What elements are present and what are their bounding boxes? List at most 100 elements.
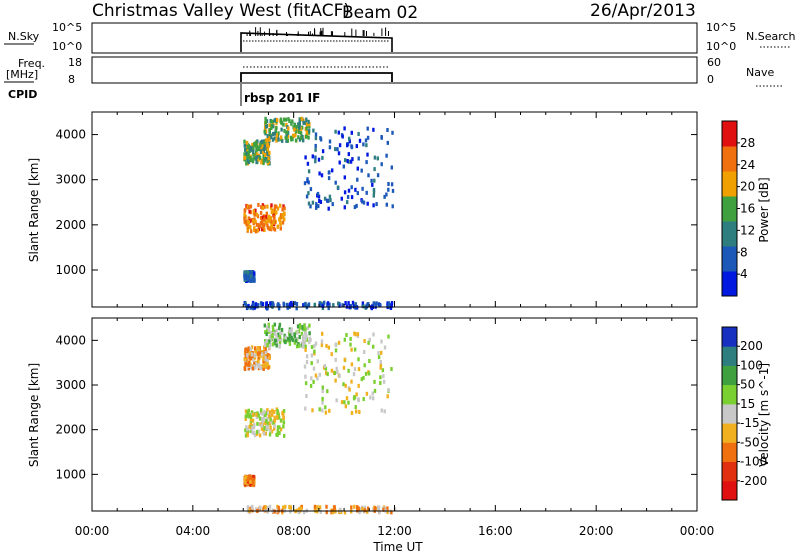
power-cell (367, 302, 370, 306)
power-cell (294, 138, 298, 143)
power-cell (285, 132, 288, 137)
power-cell (280, 120, 283, 125)
power-cell (289, 135, 293, 140)
power-cell (302, 138, 305, 143)
velocity-cell (369, 395, 372, 400)
velocity-cell (277, 505, 280, 510)
velocity-cell (258, 416, 262, 421)
velocity-cell (372, 332, 375, 337)
velocity-cell (269, 428, 272, 433)
velocity-cell (288, 339, 291, 344)
velocity-cell (258, 348, 261, 353)
velocity-cell (330, 352, 333, 357)
power-cell (338, 143, 342, 148)
velocity-cell (262, 364, 265, 369)
n-sky-tick-high: 10^5 (52, 21, 82, 34)
velocity-cell (288, 336, 291, 341)
power-cell (319, 137, 323, 142)
velocity-ytick-label: 1000 (55, 467, 86, 481)
velocity-cell (281, 411, 284, 416)
velocity-cell (266, 325, 269, 330)
velocity-cell (257, 413, 260, 418)
velocity-cell (249, 356, 253, 361)
power-cell (248, 270, 251, 275)
velocity-cell (267, 365, 270, 370)
velocity-cell (279, 418, 283, 423)
power-cell (255, 222, 259, 227)
velocity-cell (254, 348, 257, 353)
velocity-cell (363, 508, 366, 513)
velocity-cell (382, 374, 385, 379)
power-cell (341, 134, 344, 139)
power-cell (366, 152, 369, 157)
power-cell (265, 138, 268, 143)
power-cell (328, 139, 332, 144)
velocity-cell (273, 341, 276, 346)
velocity-cell (273, 410, 276, 414)
power-cell (376, 173, 380, 178)
velocity-cell (251, 475, 254, 480)
velocity-cell (262, 350, 265, 354)
power-cell (261, 215, 265, 220)
velocity-cell (313, 349, 316, 354)
velocity-cell (264, 346, 267, 351)
power-cell (305, 122, 309, 127)
velocity-cell (313, 344, 316, 349)
power-cell (365, 160, 368, 165)
velocity-cell (264, 355, 267, 360)
power-cell (370, 306, 373, 311)
power-cell (266, 204, 269, 209)
power-cell (380, 162, 383, 167)
freq-label-line2: [MHz] (6, 68, 38, 81)
power-cell (257, 157, 260, 162)
power-cell (259, 142, 262, 147)
power-cell (273, 215, 276, 220)
velocity-cell (249, 482, 252, 487)
velocity-colorbar-label: Velocity [m s^-1] (757, 363, 771, 467)
power-cell (252, 306, 255, 311)
power-cell (389, 306, 393, 310)
power-colorbar-segment (722, 221, 737, 247)
velocity-cell (262, 428, 265, 433)
velocity-cell (289, 329, 292, 334)
velocity-colorbar-segment (722, 346, 737, 366)
velocity-cell (356, 505, 359, 510)
velocity-cell (249, 506, 252, 511)
power-cell (268, 128, 271, 132)
power-cell (338, 303, 341, 308)
power-cell (282, 122, 285, 127)
power-cell (273, 204, 277, 209)
x-tick-label: 08:00 (276, 524, 311, 538)
power-cell (343, 175, 346, 180)
power-cell (270, 124, 273, 128)
power-cell (277, 131, 280, 136)
power-cell (385, 153, 388, 158)
velocity-cell (347, 400, 350, 405)
velocity-cell (253, 423, 256, 428)
power-cell (299, 131, 303, 136)
velocity-cell (244, 417, 247, 421)
power-cell (255, 212, 259, 217)
velocity-cell (386, 394, 389, 399)
velocity-cell (321, 389, 324, 394)
power-cell (245, 152, 248, 157)
velocity-colorbar-tick-label: -15 (740, 416, 760, 430)
velocity-cell (277, 413, 280, 418)
power-cell (270, 119, 273, 124)
velocity-cell (262, 359, 265, 364)
power-cell (313, 302, 317, 307)
velocity-cell (245, 425, 248, 430)
power-cell (290, 300, 293, 305)
velocity-cell (271, 412, 274, 417)
velocity-cell (268, 355, 271, 360)
velocity-cell (277, 507, 281, 512)
power-cell (387, 301, 390, 306)
power-cell (387, 182, 390, 186)
power-cell (391, 204, 394, 209)
velocity-cell (305, 354, 309, 359)
power-cell (348, 139, 351, 144)
velocity-cell (255, 349, 259, 354)
power-cell (262, 222, 265, 227)
velocity-cell (276, 504, 279, 509)
velocity-colorbar-tick-label: 50 (740, 378, 755, 392)
